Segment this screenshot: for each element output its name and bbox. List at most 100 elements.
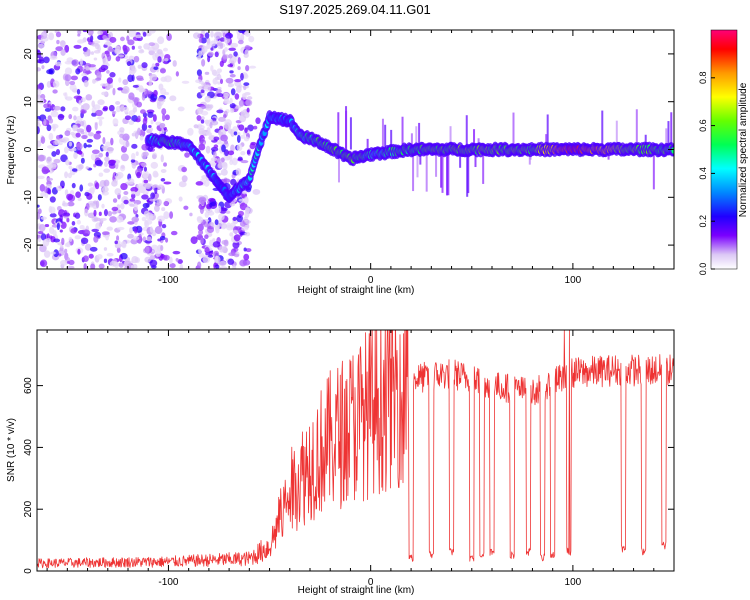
noise-blob xyxy=(102,57,109,66)
noise-blob xyxy=(89,246,98,252)
noise-blob xyxy=(66,193,74,201)
noise-blob xyxy=(204,95,211,103)
noise-blob xyxy=(51,123,59,129)
streak xyxy=(349,117,352,150)
noise-blob xyxy=(181,175,188,183)
noise-blob xyxy=(38,223,46,232)
noise-blob xyxy=(131,193,136,199)
noise-blob xyxy=(131,45,135,50)
noise-blob xyxy=(217,81,221,85)
colorbar-tick-label: 0.2 xyxy=(698,215,708,228)
noise-blob xyxy=(55,31,62,38)
spectrogram-xtick-label: 0 xyxy=(368,275,374,286)
noise-blob xyxy=(236,134,241,143)
noise-blob xyxy=(143,179,149,184)
noise-blob xyxy=(120,153,129,162)
noise-blob xyxy=(219,44,224,49)
noise-blob xyxy=(136,101,143,108)
noise-blob xyxy=(76,128,85,133)
noise-blob xyxy=(84,70,92,74)
noise-blob xyxy=(240,134,246,139)
noise-blob xyxy=(106,70,110,74)
noise-blob xyxy=(239,220,246,227)
noise-blob xyxy=(213,32,222,40)
noise-blob xyxy=(218,246,225,253)
noise-blob xyxy=(177,259,183,265)
noise-blob xyxy=(231,157,238,166)
streak xyxy=(384,124,387,150)
noise-blob xyxy=(86,124,92,133)
noise-blob xyxy=(253,125,258,130)
noise-blob xyxy=(193,124,199,129)
noise-blob xyxy=(235,85,242,94)
noise-blob xyxy=(217,163,222,169)
noise-blob xyxy=(91,100,96,108)
noise-blob xyxy=(94,122,98,131)
noise-blob xyxy=(223,124,228,129)
noise-blob xyxy=(85,202,90,211)
noise-blob xyxy=(204,247,210,254)
noise-blob xyxy=(141,123,148,131)
noise-blob xyxy=(204,32,210,39)
noise-blob xyxy=(81,72,88,77)
noise-blob xyxy=(101,145,107,149)
noise-blob xyxy=(95,109,103,117)
noise-blob xyxy=(161,108,167,115)
noise-blob xyxy=(203,84,211,92)
noise-blob xyxy=(77,248,81,255)
noise-blob xyxy=(160,177,166,182)
noise-blob xyxy=(37,175,45,180)
noise-blob xyxy=(127,74,134,83)
noise-blob xyxy=(98,172,104,177)
noise-blob xyxy=(129,71,133,75)
noise-blob xyxy=(109,216,117,223)
noise-blob xyxy=(54,61,62,67)
noise-blob xyxy=(44,223,50,228)
noise-blob xyxy=(170,230,178,236)
noise-blob xyxy=(87,132,95,137)
noise-blob xyxy=(142,202,150,209)
noise-blob xyxy=(238,210,244,217)
noise-blob xyxy=(115,101,121,105)
noise-blob xyxy=(114,48,121,55)
noise-blob xyxy=(213,37,218,43)
noise-blob xyxy=(41,166,49,175)
spectrogram-ylabel: Frequency (Hz) xyxy=(6,116,17,185)
noise-blob xyxy=(66,265,75,269)
noise-blob xyxy=(215,255,219,263)
noise-blob xyxy=(210,31,214,38)
noise-blob xyxy=(60,154,68,163)
noise-blob xyxy=(104,156,110,162)
noise-blob xyxy=(39,183,46,192)
noise-blob xyxy=(232,230,239,234)
noise-blob xyxy=(37,126,40,135)
noise-blob xyxy=(225,210,231,214)
noise-blob xyxy=(65,96,73,101)
noise-blob xyxy=(83,263,87,269)
noise-blob xyxy=(81,97,86,103)
noise-blob xyxy=(150,244,159,253)
noise-blob xyxy=(102,137,106,145)
noise-blob xyxy=(198,143,206,151)
noise-blob xyxy=(93,57,98,61)
noise-blob xyxy=(65,159,70,166)
noise-blob xyxy=(115,215,124,223)
noise-blob xyxy=(93,235,99,243)
noise-blob xyxy=(157,49,163,55)
noise-blob xyxy=(71,147,77,152)
noise-blob xyxy=(144,183,152,190)
noise-blob xyxy=(229,70,234,74)
noise-blob xyxy=(200,119,205,124)
noise-blob xyxy=(159,123,166,129)
noise-blob xyxy=(229,108,235,114)
noise-blob xyxy=(163,211,170,220)
noise-blob xyxy=(152,114,157,122)
noise-blob xyxy=(112,118,119,126)
noise-blob xyxy=(206,43,211,50)
streak xyxy=(381,118,384,150)
spectrogram-xtick-label: -100 xyxy=(158,275,178,286)
noise-blob xyxy=(59,214,63,223)
noise-blob xyxy=(60,106,66,112)
streak xyxy=(447,149,450,196)
noise-blob xyxy=(122,86,130,94)
